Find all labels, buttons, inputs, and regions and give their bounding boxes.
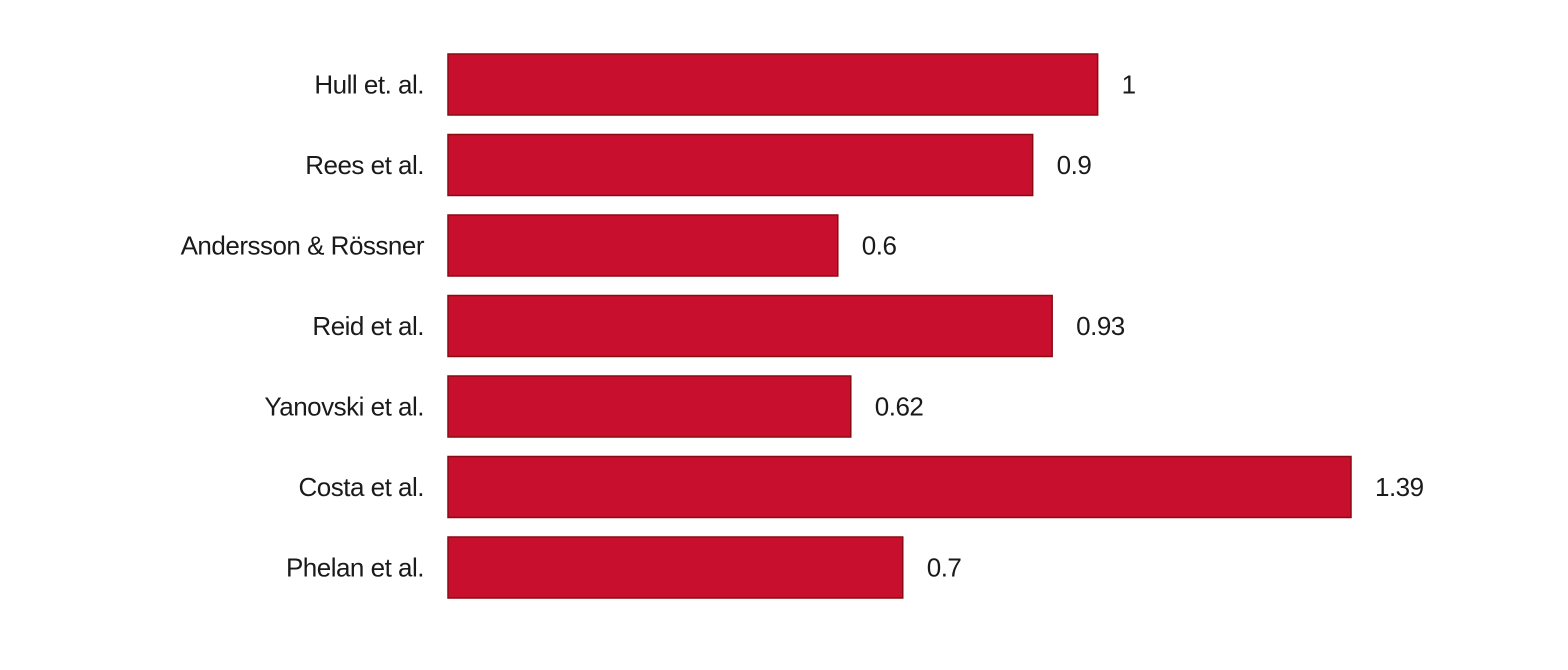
value-label: 0.7 [927, 553, 962, 583]
value-label: 1 [1122, 70, 1136, 100]
bar-group: Phelan et al. 0.7 [286, 536, 962, 599]
bar [447, 294, 1053, 358]
category-label: Phelan et al. [286, 553, 424, 583]
bar [447, 536, 904, 599]
bar [447, 455, 1352, 519]
plot-area: Hull et. al. 1 Rees et al. 0.9 Andersson & R… [181, 53, 1424, 599]
category-label: Costa et al. [298, 472, 424, 502]
bar-group: Reid et al. 0.93 [312, 294, 1125, 358]
bar [447, 375, 852, 438]
category-label: Hull et. al. [314, 70, 424, 100]
bar [447, 133, 1034, 197]
category-label: Reid et al. [312, 311, 424, 341]
category-label: Yanovski et al. [264, 392, 424, 422]
category-label: Rees et al. [305, 150, 424, 180]
category-label: Andersson & Rössner [181, 231, 425, 261]
bar-group: Andersson & Rössner 0.6 [181, 214, 897, 277]
bar-group: Rees et al. 0.9 [305, 133, 1092, 197]
value-label: 0.93 [1076, 311, 1125, 341]
value-label: 1.39 [1375, 472, 1424, 502]
bar-group: Hull et. al. 1 [314, 53, 1136, 116]
value-label: 0.9 [1057, 150, 1092, 180]
bar-group: Costa et al. 1.39 [298, 455, 1424, 519]
bar [447, 214, 839, 277]
bar [447, 53, 1099, 116]
bar-group: Yanovski et al. 0.62 [264, 375, 924, 438]
value-label: 0.62 [875, 392, 924, 422]
value-label: 0.6 [862, 231, 897, 261]
